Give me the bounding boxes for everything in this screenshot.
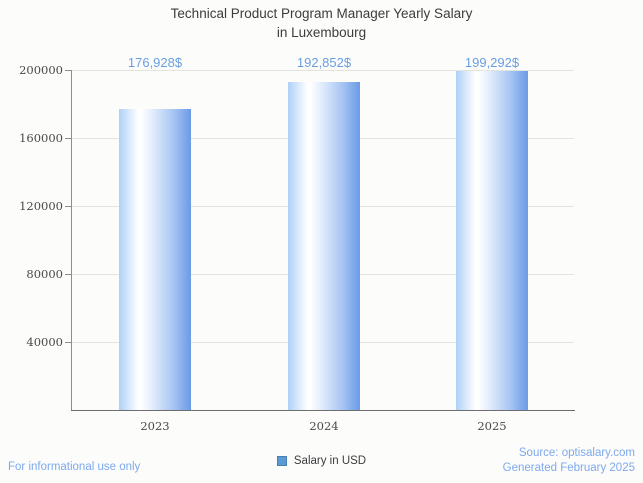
plot-area: [71, 70, 574, 410]
chart-title: Technical Product Program Manager Yearly…: [0, 4, 643, 42]
y-tick-mark-160000: [65, 138, 71, 139]
y-axis-labels: 200000 160000 120000 80000 40000: [0, 0, 63, 483]
bar-2025[interactable]: [456, 71, 528, 410]
chart-title-line-1: Technical Product Program Manager Yearly…: [170, 6, 473, 21]
x-tick-label-2025: 2025: [477, 419, 507, 433]
y-tick-label-80000: 80000: [26, 267, 63, 281]
y-tick-mark-40000: [65, 342, 71, 343]
chart-legend: Salary in USD: [0, 455, 643, 467]
y-tick-label-160000: 160000: [19, 131, 63, 145]
y-tick-mark-200000: [65, 70, 71, 71]
y-tick-mark-120000: [65, 206, 71, 207]
source-text: Source: optisalary.com: [518, 447, 635, 459]
legend-swatch-icon: [276, 456, 287, 466]
x-tick-label-2024: 2024: [309, 419, 339, 433]
bar-label-2024: 192,852$: [296, 55, 352, 70]
bar-2023[interactable]: [119, 109, 191, 410]
y-tick-label-40000: 40000: [26, 335, 63, 349]
legend-label-salary: Salary in USD: [293, 455, 367, 467]
y-axis-line: [71, 70, 72, 411]
generated-text: Generated February 2025: [502, 462, 635, 474]
x-axis-line: [71, 410, 575, 412]
chart-title-line-2: in Luxembourg: [276, 25, 367, 40]
bar-label-2025: 199,292$: [464, 55, 520, 70]
y-tick-label-200000: 200000: [19, 63, 63, 77]
y-tick-label-120000: 120000: [19, 199, 63, 213]
y-tick-mark-80000: [65, 274, 71, 275]
source-block: Source: optisalary.com Generated Februar…: [503, 446, 635, 476]
disclaimer-text: For informational use only: [8, 461, 141, 473]
gridline-200000: [71, 70, 574, 71]
bar-label-2023: 176,928$: [127, 55, 183, 70]
x-tick-label-2023: 2023: [140, 419, 170, 433]
bar-2024[interactable]: [288, 82, 360, 410]
